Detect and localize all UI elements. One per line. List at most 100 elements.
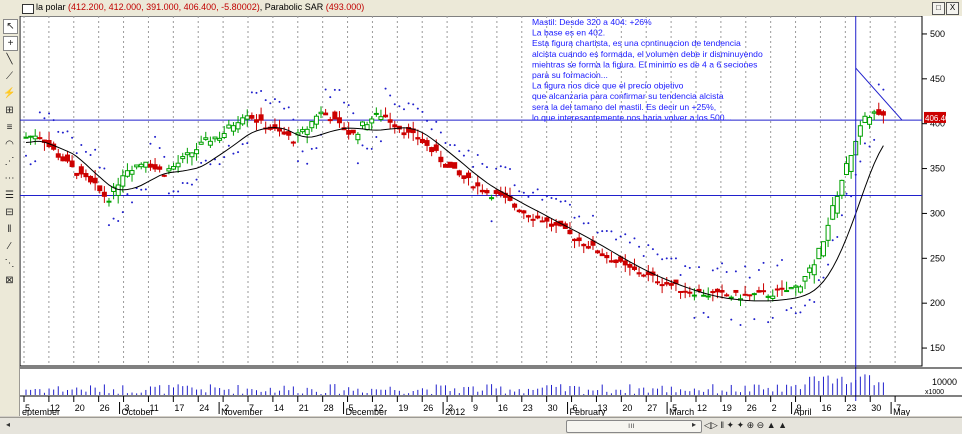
sar-dot <box>467 149 470 152</box>
sar-dot <box>61 131 64 134</box>
candle-body <box>857 125 863 137</box>
zigzag-tool-icon[interactable]: ⚡ <box>3 88 16 99</box>
candle-body <box>332 111 338 120</box>
sar-dot <box>610 230 613 233</box>
sar-dot <box>790 307 793 310</box>
crosshair-tool-icon[interactable]: + <box>3 36 18 51</box>
scroll-left-icon[interactable]: ◂ <box>6 420 11 429</box>
candle-body <box>28 135 34 138</box>
candle-body <box>184 152 190 156</box>
candle-body <box>830 205 836 220</box>
candle-body <box>659 284 665 287</box>
candle-body <box>244 115 250 120</box>
candle-body <box>714 288 720 293</box>
candle-body <box>585 246 591 249</box>
candle-body <box>452 162 458 169</box>
sar-dot <box>154 135 157 138</box>
sar-dot <box>384 87 387 90</box>
candle-body <box>97 185 103 192</box>
sar-dot <box>112 217 115 220</box>
x-tick-label: 9 <box>797 403 802 413</box>
pointer-tool-icon[interactable]: ↖ <box>3 19 18 34</box>
candle-body <box>304 128 310 135</box>
sar-dot <box>582 222 585 225</box>
x-tick-label: 5 <box>25 403 30 413</box>
sar-dot <box>34 160 37 163</box>
candle-body <box>525 215 531 218</box>
sar-dot <box>190 183 193 186</box>
regression-tool-icon[interactable]: ⋯ <box>4 173 15 184</box>
sar-dot <box>808 298 811 301</box>
zoom-controls[interactable]: ◁▷ ‖ ✦ ✦ ⊕ ⊖ ▲ ▲ <box>704 420 788 430</box>
candle-body <box>32 135 38 140</box>
sar-dot <box>661 258 664 261</box>
sar-dot <box>744 265 747 268</box>
maximize-button[interactable]: □ <box>932 2 945 15</box>
parallel-lines-icon[interactable]: ≡ <box>6 122 13 133</box>
sar-dot <box>633 237 636 240</box>
sar-dot <box>250 91 253 94</box>
candle-body <box>300 129 306 133</box>
sar-dot <box>716 267 719 270</box>
x-tick-label: 2 <box>224 403 229 413</box>
y-tick-label: 450 <box>930 74 945 84</box>
fibonacci-tool-icon[interactable]: ☰ <box>5 190 14 201</box>
x-month-label: December <box>346 407 388 416</box>
candle-body <box>230 125 236 132</box>
price-chart[interactable]: 5 12 20 26 3 11 17 24 2 7 14 21 28 5 12 19 26 2 9 16 23 30 6 13… <box>20 16 962 416</box>
sar-dot <box>679 274 682 277</box>
sar-dot <box>711 269 714 272</box>
horizontal-scrollbar[interactable]: ◂ ııı ▸ ◁▷ ‖ ✦ ✦ ⊕ ⊖ ▲ ▲ <box>0 417 962 434</box>
gann-fan-icon[interactable]: ⋱ <box>4 258 15 269</box>
sar-dot <box>416 107 419 110</box>
candle-body <box>470 186 476 189</box>
close-button[interactable]: X <box>946 2 959 15</box>
sar-dot <box>315 147 318 150</box>
drawing-toolbar: ↖ + ╲ ⟋ ⚡ ⊞ ≡ ◠ ⋰ ⋯ ☰ ⊟ ‖ ∕ ⋱ ⊠ <box>0 16 20 416</box>
sar-dot <box>545 195 548 198</box>
trendline-tool-icon[interactable]: ∕ <box>8 241 11 252</box>
candle-body <box>327 119 333 122</box>
sar-dot <box>209 163 212 166</box>
scroll-right-icon[interactable]: ▸ <box>692 420 697 429</box>
sar-dot <box>204 159 207 162</box>
x-tick-label: 30 <box>871 403 881 413</box>
cycles-tool-icon[interactable]: ‖ <box>7 224 12 235</box>
candle-body <box>636 272 642 275</box>
levels-tool-icon[interactable]: ⊟ <box>5 207 14 218</box>
sar-dot <box>52 119 55 122</box>
sar-dot <box>195 178 198 181</box>
candle-body <box>290 141 296 144</box>
sar-dot <box>499 165 502 168</box>
candle-body <box>793 285 799 288</box>
candle-body <box>548 223 554 227</box>
channel-tool-icon[interactable]: ⊞ <box>5 105 14 116</box>
sar-dot <box>66 130 69 133</box>
candle-body <box>217 137 223 141</box>
sar-dot <box>490 220 493 223</box>
sar-dot <box>518 190 521 193</box>
candle-body <box>240 117 246 125</box>
candle-body <box>461 175 467 179</box>
sar-dot <box>389 94 392 97</box>
candle-body <box>323 112 329 116</box>
ray-tool-icon[interactable]: ⟋ <box>6 71 13 82</box>
fan-tool-icon[interactable]: ⋰ <box>4 156 15 167</box>
candle-body <box>369 118 375 124</box>
pattern-tool-icon[interactable]: ⊠ <box>5 275 14 286</box>
candle-body <box>281 131 287 135</box>
arc-tool-icon[interactable]: ◠ <box>5 139 14 150</box>
sar-dot <box>379 140 382 143</box>
line-tool-icon[interactable]: ╲ <box>6 54 13 65</box>
sar-dot <box>241 143 244 146</box>
candle-body <box>797 286 803 293</box>
candle-body <box>194 149 200 155</box>
candle-body <box>74 172 80 176</box>
sar-dot <box>513 184 516 187</box>
sar-dot <box>126 193 129 196</box>
candle-body <box>152 164 158 170</box>
pennant-upper-line <box>855 67 903 121</box>
sar-dot <box>356 162 359 165</box>
candle-body <box>221 132 227 138</box>
y-tick-label: 400 <box>930 119 945 129</box>
